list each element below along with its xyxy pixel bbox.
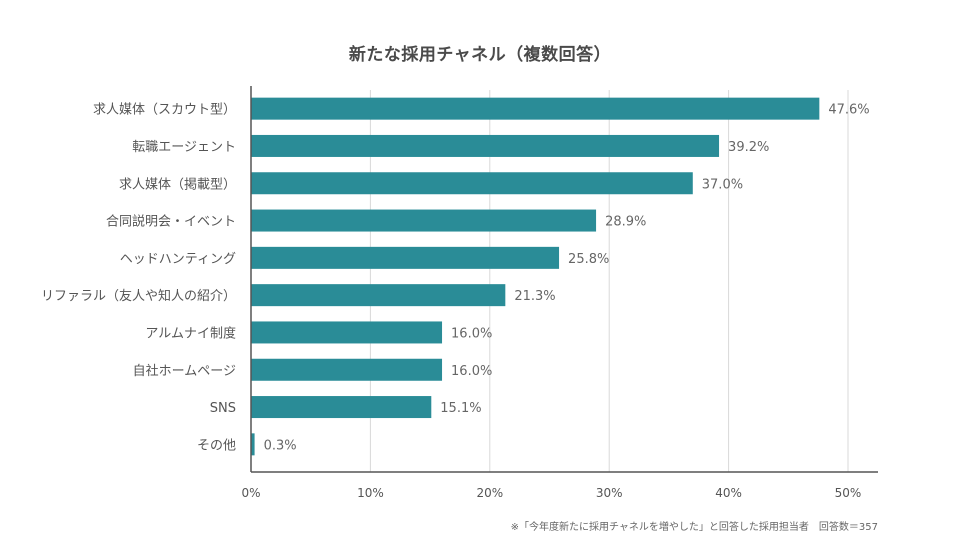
bar (251, 134, 720, 157)
bar (251, 97, 820, 120)
axes (250, 86, 878, 473)
value-label: 37.0% (702, 177, 743, 192)
value-label: 28.9% (605, 215, 646, 230)
value-label: 16.0% (451, 364, 492, 379)
footnote: ※「今年度新たに採用チャネルを増やした」と回答した採用担当者 回答数＝357 (510, 522, 878, 533)
category-label: リファラル（友人や知人の紹介） (41, 288, 236, 304)
x-tick-label: 50% (835, 486, 862, 500)
category-label: 自社ホームページ (133, 363, 236, 379)
value-label: 0.3% (264, 438, 297, 453)
value-label: 16.0% (451, 326, 492, 341)
category-label: 合同説明会・イベント (106, 214, 236, 230)
bar (251, 396, 432, 419)
bar (251, 284, 506, 307)
x-tick-label: 10% (357, 486, 384, 500)
bar (251, 246, 560, 269)
bar (251, 358, 443, 381)
x-tick-label: 40% (715, 486, 742, 500)
category-label: 求人媒体（掲載型） (119, 176, 236, 192)
chart-title: 新たな採用チャネル（複数回答） (348, 45, 612, 65)
x-tick-label: 30% (596, 486, 623, 500)
bar (251, 172, 693, 195)
category-label: ヘッドハンティング (120, 252, 236, 267)
value-label: 25.8% (568, 252, 609, 267)
value-label: 39.2% (728, 140, 769, 155)
x-tick-labels: 0% 10% 20% 30% 40% 50% (241, 486, 861, 500)
value-label: 47.6% (828, 103, 869, 118)
x-tick-label: 20% (476, 486, 503, 500)
value-label: 21.3% (514, 289, 555, 304)
bar (251, 433, 255, 456)
category-label: アルムナイ制度 (145, 325, 236, 341)
value-label: 15.1% (440, 401, 481, 416)
category-label: 求人媒体（スカウト型） (93, 103, 236, 118)
category-label: 転職エージェント (132, 140, 236, 155)
bar (251, 321, 443, 344)
value-labels: 47.6% 39.2% 37.0% 28.9% 25.8% 21.3% 16.0% 16.0%… (264, 103, 870, 454)
x-tick-label: 0% (241, 486, 260, 500)
bars (251, 97, 820, 456)
bar (251, 209, 597, 232)
category-label: SNS (210, 401, 236, 416)
category-label: その他 (197, 438, 236, 453)
